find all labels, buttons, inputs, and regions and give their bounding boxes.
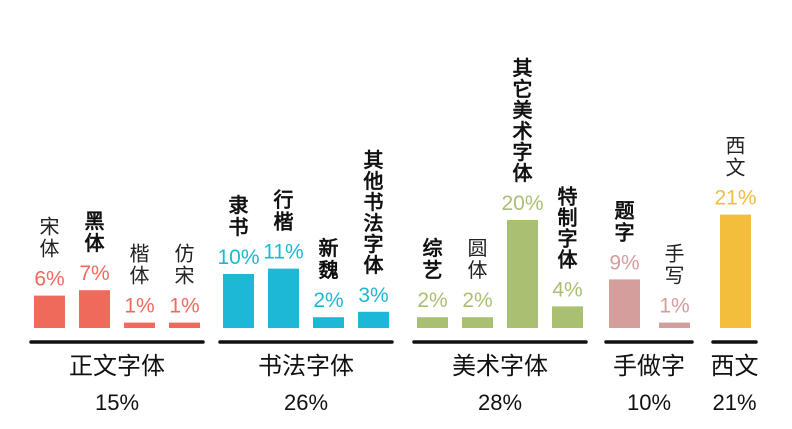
value-label: 11% xyxy=(263,241,303,264)
value-label: 1% xyxy=(169,295,199,318)
category-label: 西文 xyxy=(726,134,746,180)
bar-西文 xyxy=(720,214,751,328)
category-label: 隶书 xyxy=(229,193,249,239)
value-label: 21% xyxy=(714,187,756,210)
category-label: 其他书法字体 xyxy=(363,148,385,277)
category-label: 宋体 xyxy=(40,215,60,261)
value-label: 7% xyxy=(79,262,109,285)
bar-题字 xyxy=(609,279,640,328)
category-label: 特制字体 xyxy=(558,184,579,271)
group-total: 10% xyxy=(627,390,671,415)
bar-宋体 xyxy=(34,295,65,328)
value-label: 9% xyxy=(609,251,639,274)
group-name: 西文 xyxy=(711,352,759,380)
category-label: 其它美术字体 xyxy=(513,56,534,185)
bar-其他书法字体 xyxy=(358,311,389,328)
category-label: 圆体 xyxy=(468,236,488,282)
bar-行楷 xyxy=(268,268,299,328)
bar-隶书 xyxy=(223,274,254,328)
category-label: 新魏 xyxy=(318,236,339,282)
value-label: 2% xyxy=(313,289,343,312)
bar-楷体 xyxy=(124,322,155,328)
category-label: 手写 xyxy=(665,242,685,288)
bar-新魏 xyxy=(313,317,344,328)
group-total: 26% xyxy=(284,390,328,415)
value-label: 4% xyxy=(552,278,582,301)
group-name: 手做字 xyxy=(613,352,685,380)
group-total: 15% xyxy=(95,390,139,415)
category-label: 综艺 xyxy=(423,236,443,282)
category-label: 楷体 xyxy=(130,242,150,288)
value-label: 6% xyxy=(34,268,64,291)
value-label: 20% xyxy=(501,192,543,215)
category-label: 黑体 xyxy=(85,209,106,255)
bar-其它美术字体 xyxy=(507,220,538,328)
value-label: 3% xyxy=(358,284,388,307)
bar-综艺 xyxy=(417,317,448,328)
value-label: 2% xyxy=(462,289,492,312)
value-label: 10% xyxy=(217,246,259,269)
group-total: 21% xyxy=(712,390,756,415)
value-label: 1% xyxy=(124,295,154,318)
group-total: 28% xyxy=(478,390,522,415)
value-label: 1% xyxy=(659,295,689,318)
bar-手写 xyxy=(659,322,690,328)
bar-特制字体 xyxy=(552,306,583,328)
value-label: 2% xyxy=(417,289,447,312)
category-label: 行楷 xyxy=(273,188,294,234)
bar-圆体 xyxy=(462,317,493,328)
group-name: 正文字体 xyxy=(69,352,165,380)
group-name: 书法字体 xyxy=(258,352,354,380)
bar-黑体 xyxy=(79,290,110,328)
category-label: 仿宋 xyxy=(175,242,195,288)
bar-仿宋 xyxy=(169,322,200,328)
group-name: 美术字体 xyxy=(452,352,548,380)
category-label: 题字 xyxy=(615,198,636,244)
